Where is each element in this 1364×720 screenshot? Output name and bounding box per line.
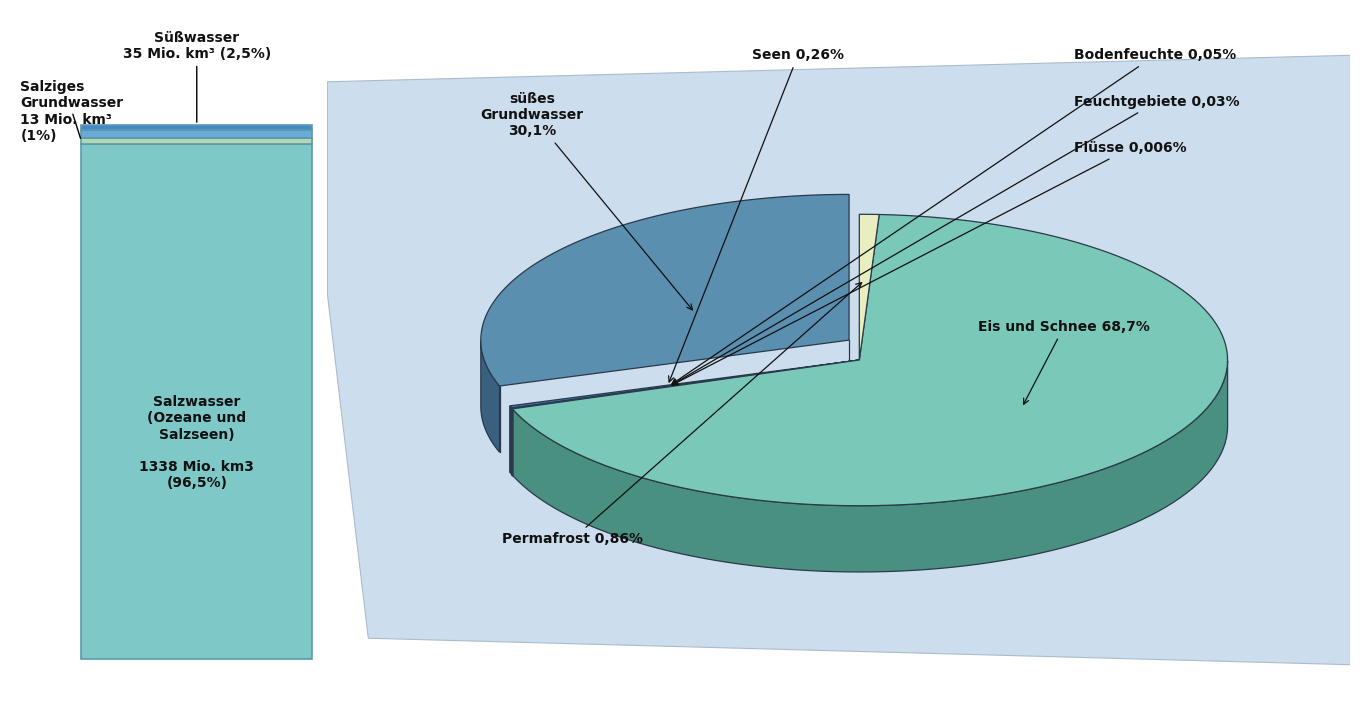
Text: Permafrost 0,86%: Permafrost 0,86% xyxy=(502,283,862,546)
Polygon shape xyxy=(481,194,848,386)
Text: Flüsse 0,006%: Flüsse 0,006% xyxy=(672,141,1187,385)
Polygon shape xyxy=(512,360,859,408)
Text: Feuchtgebiete 0,03%: Feuchtgebiete 0,03% xyxy=(672,94,1240,384)
Polygon shape xyxy=(513,361,1228,572)
Polygon shape xyxy=(327,55,1350,665)
Text: Salziges
Grundwasser
13 Mio. km³
(1%): Salziges Grundwasser 13 Mio. km³ (1%) xyxy=(20,81,124,143)
Text: Seen 0,26%: Seen 0,26% xyxy=(668,48,844,382)
Text: Süßwasser
35 Mio. km³ (2,5%): Süßwasser 35 Mio. km³ (2,5%) xyxy=(123,31,271,122)
Text: Salzwasser
(Ozeane und
Salzseen)

1338 Mio. km3
(96,5%): Salzwasser (Ozeane und Salzseen) 1338 Mi… xyxy=(139,395,254,490)
Polygon shape xyxy=(481,341,499,452)
Text: Bodenfeuchte 0,05%: Bodenfeuchte 0,05% xyxy=(671,48,1236,384)
Bar xyxy=(82,144,312,659)
Text: süßes
Grundwasser
30,1%: süßes Grundwasser 30,1% xyxy=(480,91,693,310)
Polygon shape xyxy=(859,215,880,360)
Text: Eis und Schnee 68,7%: Eis und Schnee 68,7% xyxy=(978,320,1150,404)
Polygon shape xyxy=(510,360,859,408)
Polygon shape xyxy=(513,215,1228,505)
Polygon shape xyxy=(513,360,859,409)
Bar xyxy=(82,125,312,130)
Polygon shape xyxy=(512,360,859,409)
Bar xyxy=(82,130,312,138)
Bar xyxy=(82,138,312,144)
Polygon shape xyxy=(510,406,512,474)
